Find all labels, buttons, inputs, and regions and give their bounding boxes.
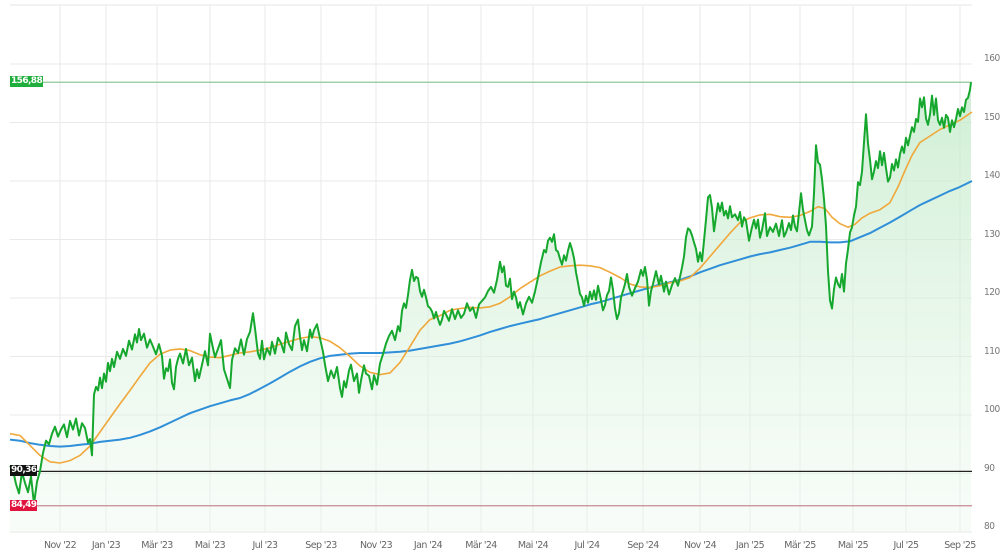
x-tick-label: Sep '23 — [305, 540, 337, 551]
y-tick-label: 90 — [984, 462, 995, 474]
y-tick-label: 120 — [984, 287, 1000, 298]
x-tick-label: Mai '24 — [517, 540, 549, 551]
x-tick-label: Nov '24 — [683, 540, 717, 551]
x-tick-label: Jul '23 — [252, 540, 279, 551]
y-tick-label: 160 — [984, 53, 1000, 64]
moving-average-200-line — [9, 180, 973, 448]
moving-average-50-line — [9, 111, 973, 464]
y-tick-label: 80 — [984, 521, 995, 532]
x-tick-label: Mai '25 — [837, 540, 869, 551]
level-tag-low: 84,49 — [10, 499, 38, 511]
x-tick-label: Jan '23 — [91, 540, 121, 551]
x-tick-label: Jan '24 — [413, 540, 443, 551]
x-tick-label: Mai '23 — [194, 540, 226, 551]
y-tick-label: 140 — [984, 170, 1000, 181]
x-tick-label: Sep '25 — [944, 540, 976, 551]
x-tick-label: Nov '22 — [43, 540, 77, 551]
price-line — [9, 82, 972, 505]
level-tag-high: 156,88 — [10, 76, 44, 88]
y-tick-label: 110 — [984, 345, 1000, 357]
y-tick-label: 150 — [984, 111, 1000, 123]
x-tick-label: Mär '24 — [465, 540, 497, 551]
level-lines — [10, 81, 972, 507]
x-tick-label: Nov '23 — [359, 540, 393, 551]
y-tick-label: 130 — [984, 228, 1000, 240]
x-tick-label: Jan '25 — [735, 540, 765, 551]
x-tick-label: Mär '23 — [141, 540, 173, 551]
x-tick-label: Sep '24 — [627, 540, 659, 551]
y-tick-label: 100 — [984, 404, 1000, 415]
level-tag-mid: 90,36 — [10, 465, 38, 477]
x-tick-label: Jul '25 — [893, 540, 920, 551]
x-tick-label: Jul '24 — [574, 540, 601, 551]
x-tick-label: Mär '25 — [784, 540, 816, 551]
